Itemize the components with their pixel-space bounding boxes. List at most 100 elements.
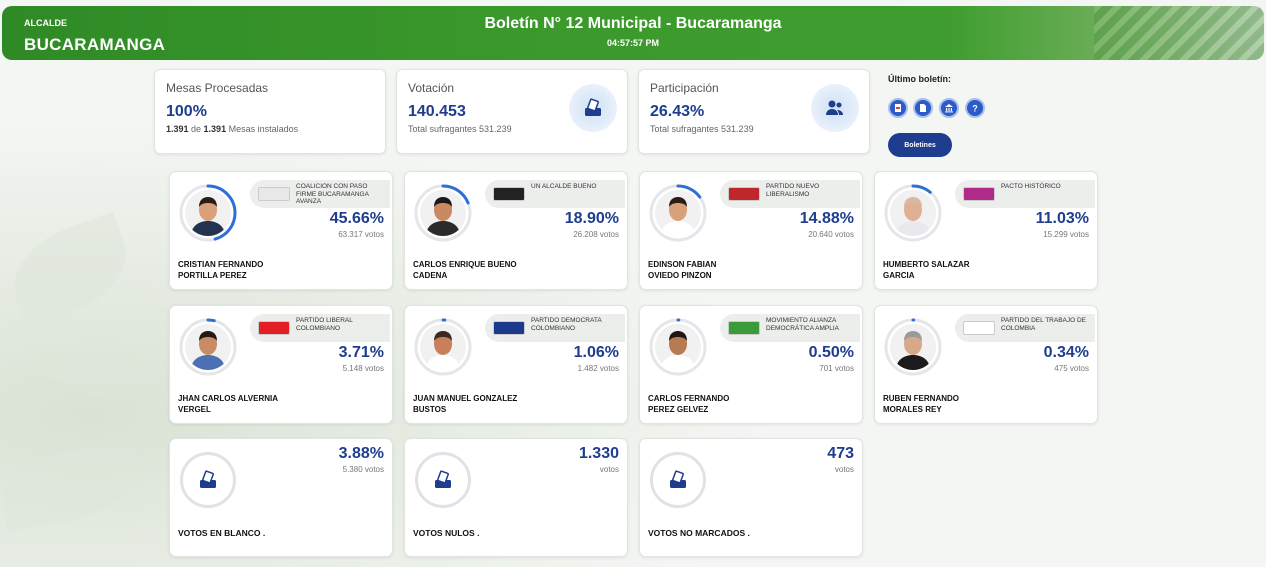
ballot-box-icon [180, 452, 236, 508]
candidate-name-line2: PORTILLA PEREZ [178, 271, 247, 280]
candidate-card[interactable]: PARTIDO DEL TRABAJO DE COLOMBIA 0.34% 475 … [874, 305, 1098, 424]
candidate-name-line1: CARLOS ENRIQUE BUENO [413, 260, 517, 269]
bulletin-time: 04:57:57 PM [606, 38, 660, 48]
vote-share-ring [649, 184, 707, 242]
party-badge: UN ALCALDE BUENO [485, 180, 625, 208]
vote-percentage: 3.71% [338, 344, 384, 361]
party-name: COALICION CON PASO FIRME BUCARAMANGA AVA… [296, 183, 369, 205]
vote-count: 1.482 votos [577, 364, 619, 373]
candidate-name-line1: HUMBERTO SALAZAR [883, 260, 970, 269]
vote-percentage: 0.34% [1043, 344, 1089, 361]
boletines-button[interactable]: Boletines [888, 133, 952, 157]
party-badge: PACTO HISTÓRICO [955, 180, 1095, 208]
candidate-card[interactable]: PARTIDO LIBERAL COLOMBIANO 3.71% 5.148 vot… [169, 305, 393, 424]
party-logo [728, 321, 760, 335]
document-icon[interactable] [913, 98, 933, 118]
special-votes-card[interactable]: 3.88% 5.380 votos VOTOS EN BLANCO . [169, 438, 393, 557]
party-logo [728, 187, 760, 201]
party-badge: PARTIDO NUEVO LIBERALISMO [720, 180, 860, 208]
party-logo [963, 321, 995, 335]
candidate-card[interactable]: UN ALCALDE BUENO 18.90% 26.208 votos CARLOS… [404, 171, 628, 290]
candidate-name-line1: CRISTIAN FERNANDO [178, 260, 264, 269]
special-votes-count: votos [834, 465, 854, 474]
special-votes-card[interactable]: 1.330 votos VOTOS NULOS . [404, 438, 628, 557]
candidate-name-line1: EDINSON FABIAN [648, 260, 717, 269]
special-votes-count: 5.380 votos [342, 465, 384, 474]
summary-participacion-card: Participación 26.43% Total sufragantes 5… [638, 69, 870, 154]
candidate-name: CARLOS FERNANDO PEREZ GELVEZ [648, 393, 798, 415]
candidate-card[interactable]: COALICION CON PASO FIRME BUCARAMANGA AVA… [169, 171, 393, 290]
summary-mesas-card: Mesas Procesadas 100% 1.391 de 1.391 Mes… [154, 69, 386, 154]
party-name: UN ALCALDE BUENO [531, 183, 597, 190]
candidate-name-line1: JUAN MANUEL GONZALEZ [413, 394, 518, 403]
candidate-card[interactable]: PACTO HISTÓRICO 11.03% 15.299 votos HUMBERT… [874, 171, 1098, 290]
people-icon [811, 84, 859, 132]
vote-share-ring [414, 318, 472, 376]
vote-percentage: 0.50% [808, 344, 854, 361]
vote-share-ring [884, 184, 942, 242]
vote-count: 701 votos [819, 364, 854, 373]
party-badge: PARTIDO DEMOCRATA COLOMBIANO [485, 314, 625, 342]
vote-count: 15.299 votos [1043, 230, 1089, 239]
summary-votacion-card: Votación 140.453 Total sufragantes 531.2… [396, 69, 628, 154]
last-bulletin-title: Último boletín: [888, 74, 951, 84]
vote-share-ring [649, 318, 707, 376]
candidate-photo [185, 190, 231, 236]
candidate-name-line1: CARLOS FERNANDO [648, 394, 730, 403]
special-votes-label: VOTOS NULOS . [413, 528, 480, 538]
candidate-name-line1: RUBEN FERNANDO [883, 394, 959, 403]
special-votes-value: 473 [827, 445, 854, 462]
special-votes-value: 3.88% [338, 445, 384, 462]
vote-count: 26.208 votos [573, 230, 619, 239]
party-name: MOVIMIENTO ALIANZA DEMOCRÁTICA AMPLIA [766, 317, 839, 332]
candidate-name: JUAN MANUEL GONZALEZ BUSTOS [413, 393, 563, 415]
candidate-photo [420, 190, 466, 236]
page-title: Boletín N° 12 Municipal - Bucaramanga [484, 15, 782, 32]
vote-share-ring [884, 318, 942, 376]
party-name: PARTIDO NUEVO LIBERALISMO [766, 183, 820, 198]
candidate-name: RUBEN FERNANDO MORALES REY [883, 393, 1033, 415]
summary-value: 26.43% [650, 103, 705, 120]
vote-share-ring [179, 184, 237, 242]
special-votes-card[interactable]: 473 votos VOTOS NO MARCADOS . [639, 438, 863, 557]
candidate-photo [655, 324, 701, 370]
ballot-box-icon [650, 452, 706, 508]
vote-percentage: 18.90% [564, 210, 619, 227]
special-votes-count: votos [599, 465, 619, 474]
vote-count: 63.317 votos [338, 230, 384, 239]
vote-share-ring [179, 318, 237, 376]
summary-sub: Total sufragantes 531.239 [408, 124, 512, 134]
candidate-card[interactable]: PARTIDO NUEVO LIBERALISMO 14.88% 20.640 vo… [639, 171, 863, 290]
party-name: PARTIDO LIBERAL COLOMBIANO [296, 317, 353, 332]
ballot-box-icon [569, 84, 617, 132]
party-badge: MOVIMIENTO ALIANZA DEMOCRÁTICA AMPLIA [720, 314, 860, 342]
candidate-photo [890, 324, 936, 370]
candidate-name: EDINSON FABIAN OVIEDO PINZON [648, 259, 798, 281]
vote-share-ring [414, 184, 472, 242]
candidate-card[interactable]: PARTIDO DEMOCRATA COLOMBIANO 1.06% 1.482 v… [404, 305, 628, 424]
candidate-photo [185, 324, 231, 370]
summary-label: Votación [408, 81, 455, 95]
summary-sub: 1.391 de 1.391 Mesas instalados [166, 124, 299, 134]
building-icon[interactable] [939, 98, 959, 118]
svg-text:?: ? [972, 104, 978, 114]
party-logo [963, 187, 995, 201]
candidate-photo [655, 190, 701, 236]
summary-value: 100% [166, 103, 207, 120]
party-badge: COALICION CON PASO FIRME BUCARAMANGA AVA… [250, 180, 390, 208]
candidate-name: JHAN CARLOS ALVERNIA VERGEL [178, 393, 328, 415]
candidate-photo [420, 324, 466, 370]
pdf-icon[interactable] [888, 98, 908, 118]
candidate-name-line2: OVIEDO PINZON [648, 271, 712, 280]
help-icon[interactable]: ? [965, 98, 985, 118]
vote-percentage: 11.03% [1035, 210, 1089, 227]
party-name: PARTIDO DEMOCRATA COLOMBIANO [531, 317, 602, 332]
party-badge: PARTIDO DEL TRABAJO DE COLOMBIA [955, 314, 1095, 342]
candidate-name-line2: GARCIA [883, 271, 915, 280]
party-logo [258, 187, 290, 201]
vote-count: 475 votos [1054, 364, 1089, 373]
ballot-box-icon [415, 452, 471, 508]
candidate-name-line2: BUSTOS [413, 405, 447, 414]
party-logo [493, 187, 525, 201]
candidate-card[interactable]: MOVIMIENTO ALIANZA DEMOCRÁTICA AMPLIA 0.5… [639, 305, 863, 424]
